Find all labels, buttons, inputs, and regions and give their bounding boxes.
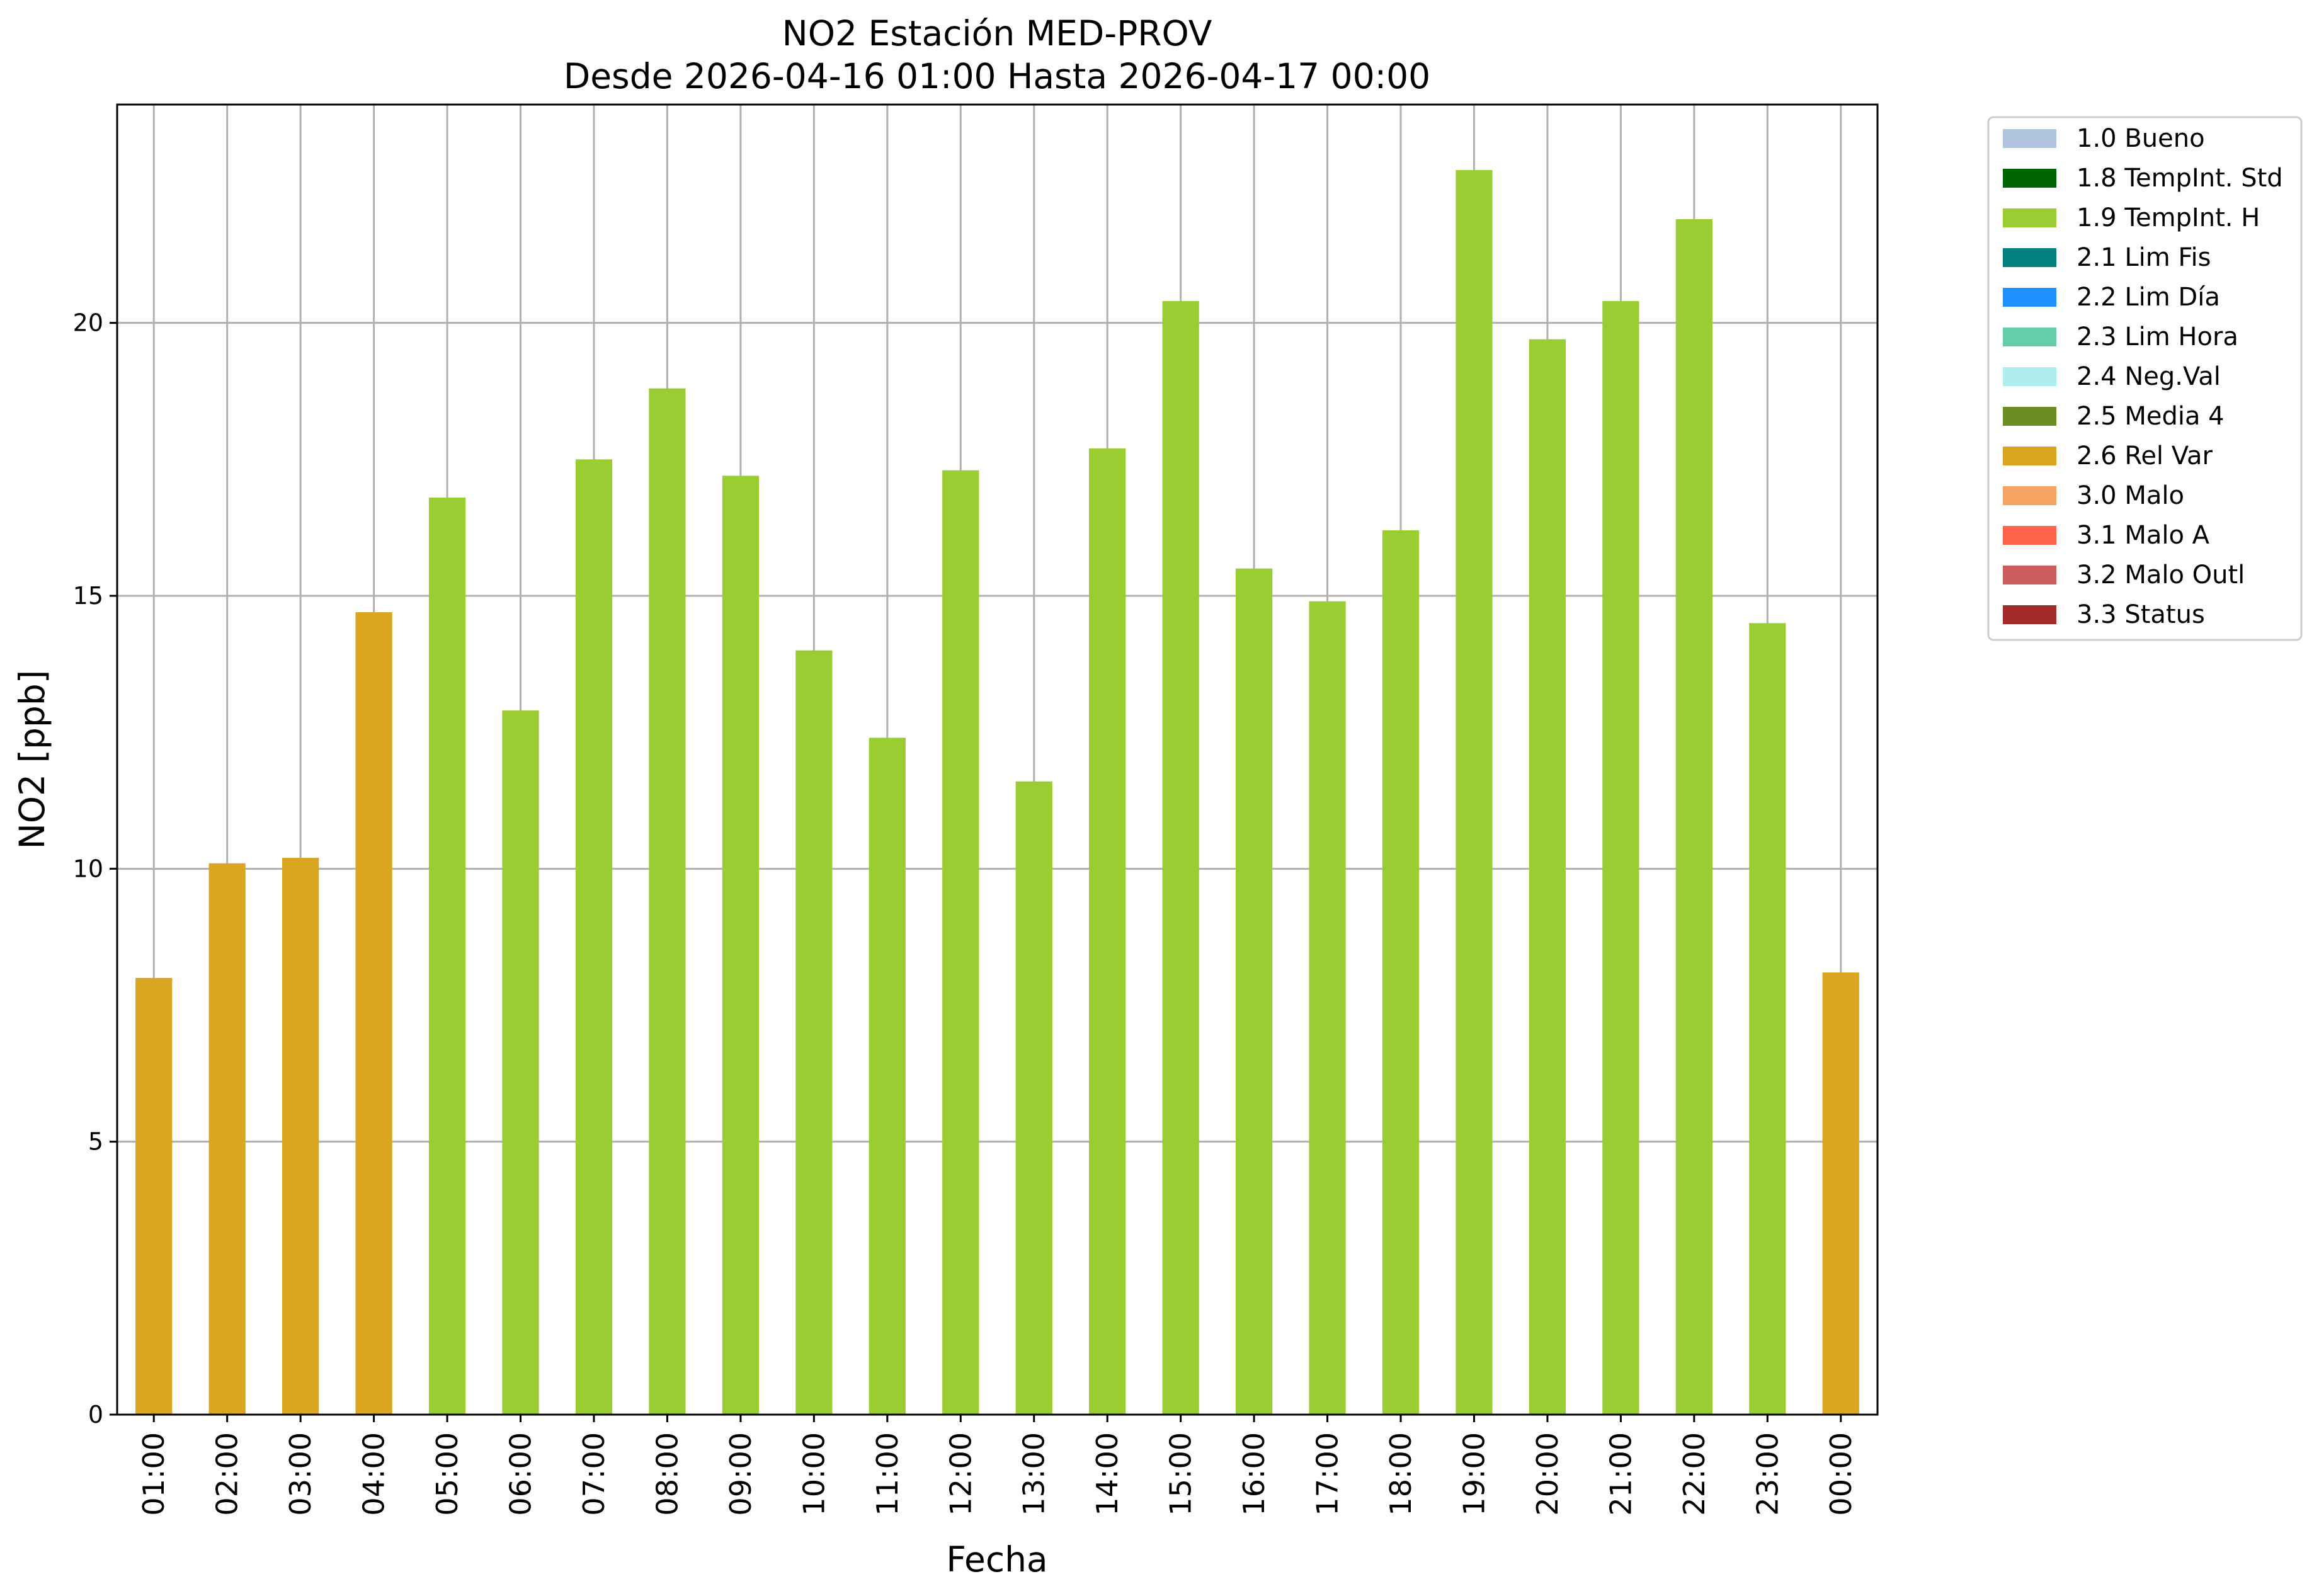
bar-2100 — [1602, 301, 1639, 1415]
y-axis-ticks: 0 5 10 15 20 — [73, 309, 117, 1428]
bar-0100 — [135, 978, 173, 1415]
legend-label: 2.4 Neg.Val — [2077, 362, 2221, 391]
bar-1800 — [1382, 530, 1420, 1415]
y-axis-label: NO2 [ppb] — [12, 670, 52, 850]
bar-0200 — [208, 863, 246, 1415]
legend-swatch — [2003, 248, 2056, 267]
bar-0300 — [282, 858, 319, 1415]
legend-swatch — [2003, 407, 2056, 426]
bar-0000 — [1822, 972, 1859, 1415]
x-axis-ticks: 01:00 02:00 03:00 04:00 05:00 06:00 07:00 08:00… — [137, 1415, 1858, 1516]
legend-label: 1.8 TempInt. Std — [2077, 164, 2283, 193]
x-tick-label: 03:00 — [283, 1432, 317, 1516]
x-tick-label: 18:00 — [1384, 1432, 1418, 1516]
bar-2300 — [1749, 623, 1786, 1415]
x-tick-label: 19:00 — [1457, 1432, 1491, 1516]
legend-label: 2.2 Lim Día — [2077, 283, 2220, 312]
legend-label: 3.3 Status — [2077, 600, 2205, 629]
bar-0400 — [355, 612, 392, 1415]
bar-0900 — [722, 476, 760, 1415]
x-tick-label: 01:00 — [137, 1432, 171, 1516]
legend-swatch — [2003, 486, 2056, 505]
legend-label: 3.2 Malo Outl — [2077, 561, 2245, 590]
bar-1400 — [1089, 448, 1126, 1415]
legend-label: 2.1 Lim Fis — [2077, 243, 2211, 272]
x-tick-label: 20:00 — [1530, 1432, 1564, 1516]
x-tick-label: 14:00 — [1090, 1432, 1124, 1516]
x-tick-label: 09:00 — [724, 1432, 758, 1516]
x-tick-label: 16:00 — [1237, 1432, 1271, 1516]
legend-frame — [1987, 116, 2303, 641]
bar-1500 — [1162, 301, 1199, 1415]
x-tick-label: 15:00 — [1164, 1432, 1198, 1516]
legend-label: 1.9 TempInt. H — [2077, 203, 2260, 232]
legend-label: 2.3 Lim Hora — [2077, 322, 2238, 351]
x-tick-label: 22:00 — [1677, 1432, 1711, 1516]
bar-2000 — [1529, 339, 1566, 1415]
legend-swatch — [2003, 447, 2056, 465]
legend-swatch — [2003, 367, 2056, 386]
bar-1200 — [942, 470, 979, 1415]
x-axis-label: Fecha — [946, 1539, 1047, 1580]
x-tick-label: 05:00 — [430, 1432, 464, 1516]
x-tick-label: 00:00 — [1824, 1432, 1858, 1516]
bar-2200 — [1675, 219, 1712, 1415]
bar-0800 — [649, 388, 686, 1415]
legend-swatch — [2003, 288, 2056, 307]
chart-title: NO2 Estación MED-PROV — [782, 13, 1212, 54]
bar-0500 — [428, 498, 466, 1415]
bar-1600 — [1235, 568, 1273, 1415]
bar-1700 — [1309, 601, 1346, 1415]
bar-0600 — [502, 710, 539, 1415]
legend-swatch — [2003, 566, 2056, 584]
legend-label: 2.6 Rel Var — [2077, 442, 2213, 470]
x-tick-label: 07:00 — [577, 1432, 611, 1516]
legend-label: 3.0 Malo — [2077, 481, 2184, 510]
x-tick-label: 23:00 — [1750, 1432, 1784, 1516]
legend-label: 2.5 Media 4 — [2077, 402, 2225, 431]
bars — [135, 170, 1859, 1415]
x-tick-label: 06:00 — [504, 1432, 538, 1516]
y-tick-label: 10 — [73, 855, 103, 882]
x-tick-label: 21:00 — [1604, 1432, 1638, 1516]
bar-1300 — [1015, 781, 1052, 1415]
plot-frame — [116, 103, 1879, 1416]
x-tick-label: 11:00 — [870, 1432, 904, 1516]
legend-swatch — [2003, 169, 2056, 188]
legend-swatch — [2003, 129, 2056, 148]
x-tick-label: 12:00 — [943, 1432, 977, 1516]
y-tick-label: 15 — [73, 582, 103, 610]
x-tick-label: 13:00 — [1017, 1432, 1051, 1516]
legend-label: 3.1 Malo A — [2077, 521, 2210, 550]
y-tick-label: 20 — [73, 309, 103, 337]
legend-label: 1.0 Bueno — [2077, 124, 2205, 153]
bar-1000 — [795, 650, 833, 1415]
chart-subtitle: Desde 2026-04-16 01:00 Hasta 2026-04-17 … — [564, 56, 1430, 96]
y-tick-label: 0 — [88, 1401, 103, 1428]
legend-swatch — [2003, 526, 2056, 545]
bar-0700 — [575, 459, 613, 1415]
x-tick-label: 17:00 — [1311, 1432, 1345, 1516]
x-tick-label: 02:00 — [210, 1432, 244, 1516]
legend-swatch — [2003, 208, 2056, 227]
legend-swatch — [2003, 328, 2056, 346]
bar-1100 — [869, 738, 906, 1415]
y-tick-label: 5 — [88, 1128, 103, 1156]
x-tick-label: 08:00 — [650, 1432, 684, 1516]
legend-swatch — [2003, 605, 2056, 624]
legend: 1.0 Bueno 1.8 TempInt. Std 1.9 TempInt. H 2… — [1987, 116, 2303, 641]
bar-1900 — [1456, 170, 1493, 1415]
x-tick-label: 10:00 — [797, 1432, 831, 1516]
x-tick-label: 04:00 — [357, 1432, 391, 1516]
